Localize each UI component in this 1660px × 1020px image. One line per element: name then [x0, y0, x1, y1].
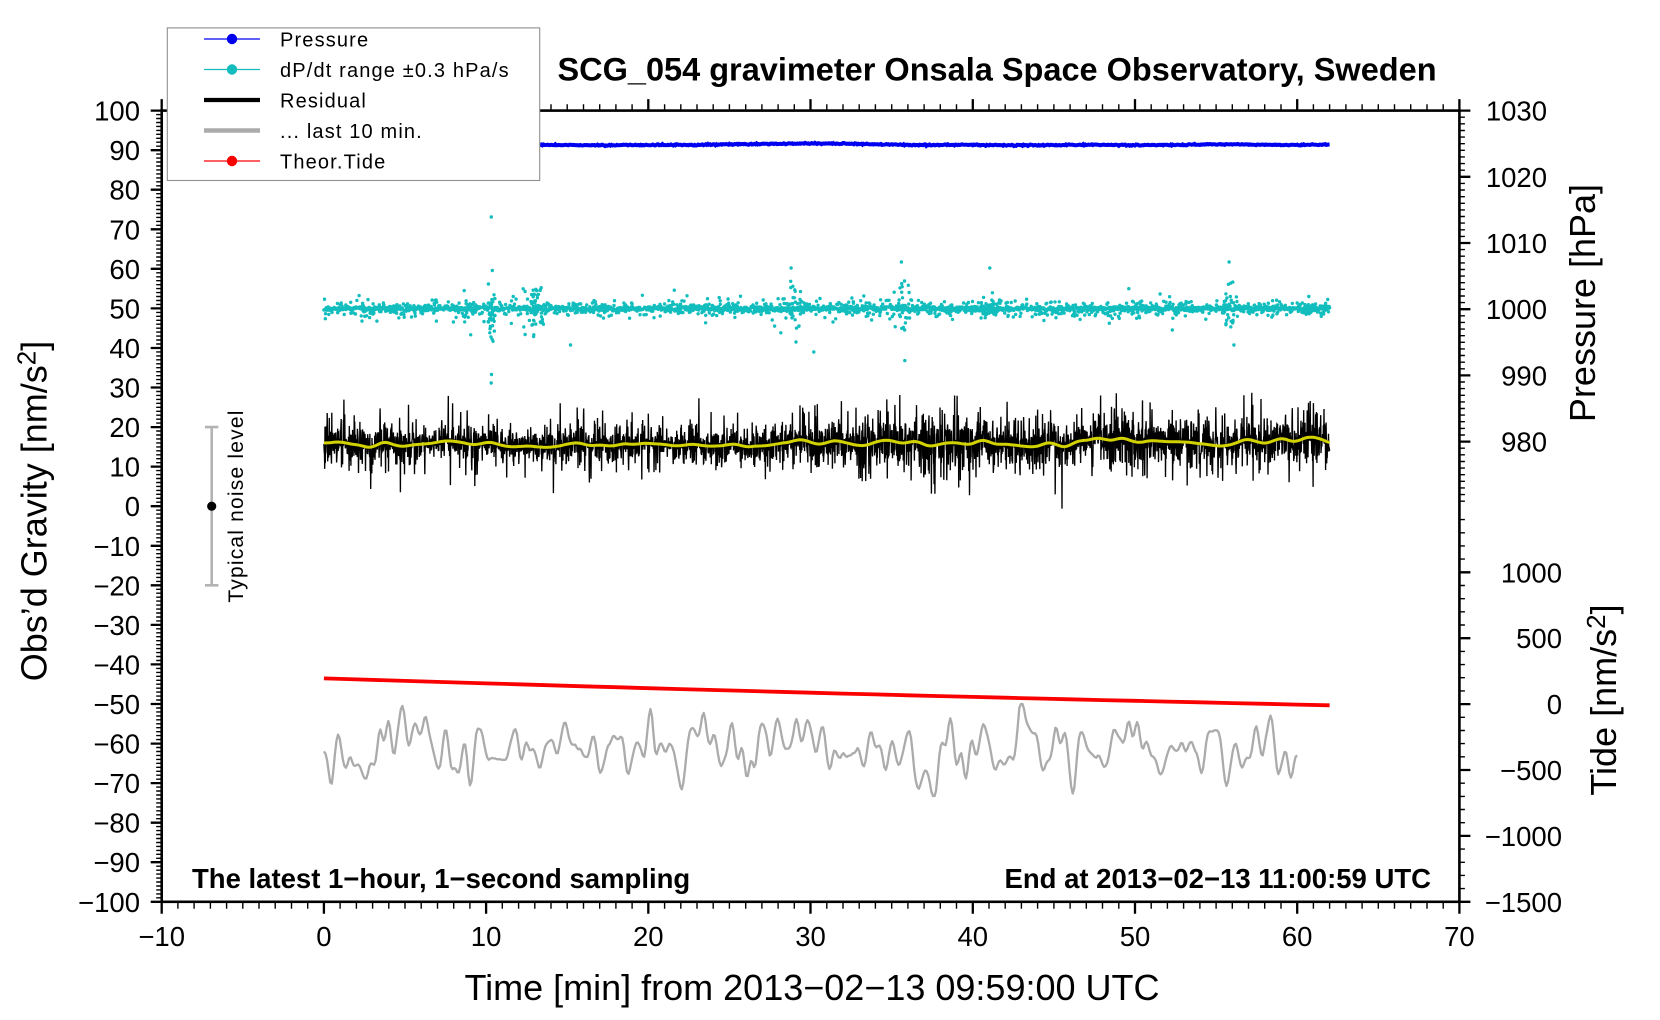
svg-text:−1500: −1500 — [1485, 887, 1562, 918]
svg-text:10: 10 — [471, 921, 502, 952]
svg-text:10: 10 — [109, 452, 140, 483]
svg-text:40: 40 — [109, 333, 140, 364]
svg-text:100: 100 — [94, 96, 140, 127]
svg-text:30: 30 — [795, 921, 826, 952]
svg-text:500: 500 — [1516, 623, 1562, 654]
svg-text:−500: −500 — [1500, 755, 1562, 786]
svg-text:−100: −100 — [78, 887, 140, 918]
svg-text:Tide [nm/s2]: Tide [nm/s2] — [1581, 604, 1624, 795]
svg-text:40: 40 — [958, 921, 989, 952]
svg-text:80: 80 — [109, 175, 140, 206]
svg-text:Time [min] from 2013−02−13 09:: Time [min] from 2013−02−13 09:59:00 UTC — [464, 967, 1159, 1008]
svg-text:1030: 1030 — [1486, 96, 1547, 127]
svg-text:60: 60 — [109, 254, 140, 285]
svg-text:0: 0 — [125, 491, 140, 522]
svg-text:980: 980 — [1501, 427, 1547, 458]
svg-text:−10: −10 — [138, 921, 185, 952]
svg-text:Residual: Residual — [280, 91, 367, 113]
svg-text:The latest 1−hour, 1−second sa: The latest 1−hour, 1−second sampling — [192, 863, 690, 894]
svg-text:−1000: −1000 — [1485, 821, 1562, 852]
svg-text:70: 70 — [109, 214, 140, 245]
svg-text:Pressure [hPa]: Pressure [hPa] — [1562, 184, 1603, 422]
svg-text:1000: 1000 — [1501, 557, 1562, 588]
svg-text:Pressure: Pressure — [280, 30, 369, 52]
svg-text:SCG_054 gravimeter Onsala Spac: SCG_054 gravimeter Onsala Space Observat… — [557, 52, 1436, 88]
svg-text:−10: −10 — [93, 531, 140, 562]
svg-text:−20: −20 — [93, 570, 140, 601]
svg-text:Obs’d Gravity [nm/s2]: Obs’d Gravity [nm/s2] — [12, 341, 55, 682]
svg-text:End at 2013−02−13 11:00:59 UTC: End at 2013−02−13 11:00:59 UTC — [1004, 863, 1431, 894]
svg-text:Theor.Tide: Theor.Tide — [280, 152, 386, 174]
svg-text:−90: −90 — [93, 847, 140, 878]
svg-text:60: 60 — [1282, 921, 1313, 952]
svg-text:50: 50 — [109, 293, 140, 324]
svg-text:−40: −40 — [93, 649, 140, 680]
svg-text:1000: 1000 — [1486, 294, 1547, 325]
svg-text:990: 990 — [1501, 360, 1547, 391]
svg-text:−70: −70 — [93, 768, 140, 799]
svg-text:−60: −60 — [93, 729, 140, 760]
svg-text:0: 0 — [316, 921, 331, 952]
svg-text:50: 50 — [1120, 921, 1151, 952]
svg-text:dP/dt range ±0.3 hPa/s: dP/dt range ±0.3 hPa/s — [280, 60, 510, 82]
svg-text:−80: −80 — [93, 808, 140, 839]
svg-text:−30: −30 — [93, 610, 140, 641]
svg-text:70: 70 — [1444, 921, 1475, 952]
svg-text:−50: −50 — [93, 689, 140, 720]
svg-text:0: 0 — [1547, 689, 1562, 720]
svg-text:... last 10 min.: ... last 10 min. — [280, 121, 423, 143]
svg-text:Typical noise level: Typical noise level — [225, 409, 248, 602]
svg-text:30: 30 — [109, 373, 140, 404]
svg-text:90: 90 — [109, 135, 140, 166]
svg-text:20: 20 — [633, 921, 664, 952]
svg-text:1020: 1020 — [1486, 162, 1547, 193]
svg-text:20: 20 — [109, 412, 140, 443]
svg-text:1010: 1010 — [1486, 228, 1547, 259]
